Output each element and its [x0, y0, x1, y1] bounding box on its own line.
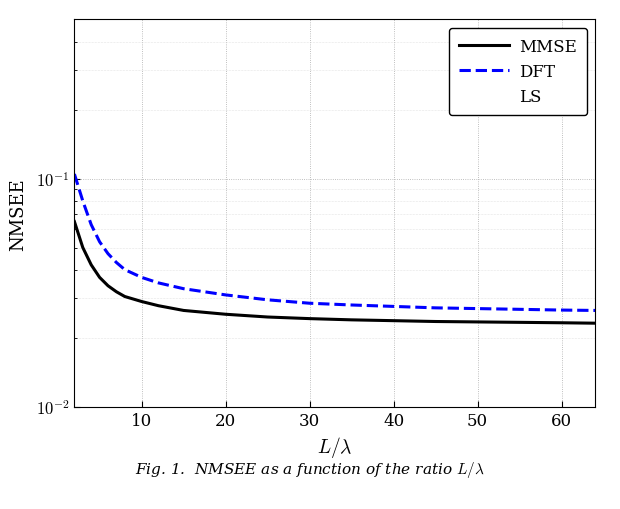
LS	[96, 121, 104, 127]
MMSE	[87, 262, 95, 268]
MMSE	[474, 319, 481, 325]
MMSE	[516, 320, 523, 326]
DFT	[113, 260, 120, 266]
MMSE	[591, 321, 599, 327]
MMSE	[348, 317, 355, 323]
DFT	[121, 267, 128, 273]
MMSE	[104, 283, 112, 289]
Y-axis label: NMSEE: NMSEE	[9, 178, 27, 250]
X-axis label: $L/\lambda$: $L/\lambda$	[317, 435, 353, 460]
Text: Fig. 1.  NMSEE as a function of the ratio $L/\lambda$: Fig. 1. NMSEE as a function of the ratio…	[135, 460, 485, 479]
DFT	[474, 306, 481, 312]
LS	[264, 158, 272, 164]
DFT	[591, 308, 599, 314]
LS	[138, 146, 145, 152]
LS	[180, 151, 187, 157]
LS	[348, 161, 355, 167]
DFT	[87, 222, 95, 228]
DFT	[348, 302, 355, 308]
MMSE	[138, 299, 145, 305]
MMSE	[180, 308, 187, 314]
LS	[432, 163, 440, 169]
MMSE	[71, 219, 78, 225]
MMSE	[264, 315, 272, 321]
Legend: MMSE, DFT, LS: MMSE, DFT, LS	[449, 29, 587, 116]
LS	[154, 148, 162, 154]
MMSE	[390, 318, 397, 324]
DFT	[104, 251, 112, 257]
MMSE	[121, 294, 128, 300]
Line: DFT: DFT	[74, 175, 595, 311]
LS	[558, 164, 565, 170]
DFT	[180, 286, 187, 292]
MMSE	[154, 303, 162, 309]
LS	[121, 141, 128, 147]
MMSE	[558, 320, 565, 326]
MMSE	[79, 245, 87, 251]
DFT	[96, 239, 104, 245]
MMSE	[306, 316, 313, 322]
DFT	[390, 304, 397, 310]
LS	[390, 162, 397, 168]
MMSE	[113, 289, 120, 295]
LS	[104, 131, 112, 137]
LS	[79, 75, 87, 81]
Line: LS: LS	[74, 31, 595, 167]
LS	[474, 163, 481, 169]
DFT	[264, 297, 272, 303]
LS	[113, 138, 120, 144]
DFT	[71, 172, 78, 178]
LS	[87, 103, 95, 109]
DFT	[154, 280, 162, 287]
LS	[306, 159, 313, 165]
DFT	[432, 305, 440, 312]
Line: MMSE: MMSE	[74, 222, 595, 324]
DFT	[516, 306, 523, 313]
LS	[516, 163, 523, 169]
LS	[222, 155, 229, 161]
DFT	[306, 301, 313, 307]
MMSE	[222, 312, 229, 318]
DFT	[138, 275, 145, 281]
MMSE	[432, 319, 440, 325]
DFT	[79, 199, 87, 205]
DFT	[222, 292, 229, 298]
MMSE	[96, 275, 104, 281]
LS	[71, 27, 78, 34]
DFT	[558, 307, 565, 314]
LS	[591, 164, 599, 171]
